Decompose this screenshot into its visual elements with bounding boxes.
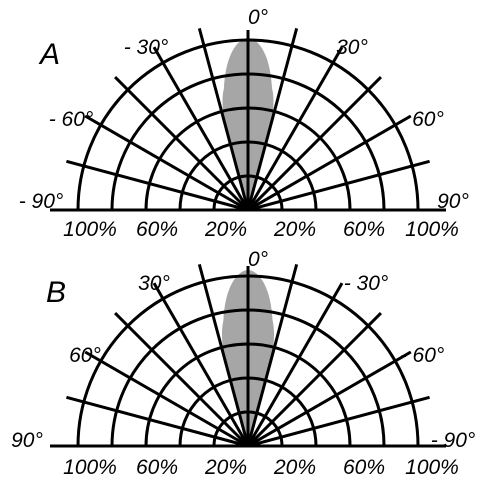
- spoke-30-deg: [246, 282, 344, 447]
- scale-label-left-100: 100%: [63, 456, 117, 479]
- angle-labels: 0° 30° - 30° 60° - 60° 90° - 90°: [11, 248, 475, 452]
- angle-label-minus-60: - 60°: [400, 344, 445, 367]
- angle-label-60: 60°: [412, 108, 444, 131]
- angle-label-minus-60: - 60°: [49, 108, 94, 131]
- angle-label-30: 30°: [336, 36, 368, 59]
- scale-labels: 100% 60% 20% 20% 60% 100%: [63, 218, 459, 241]
- angle-label-minus-30: - 30°: [344, 272, 389, 295]
- angle-labels: 0° 30° - 30° 60° - 60° 90° - 90°: [19, 6, 469, 213]
- scale-label-right-100: 100%: [405, 456, 459, 479]
- angle-label-minus-90: - 90°: [431, 429, 476, 452]
- angle-label-minus-90: - 90°: [19, 190, 64, 213]
- spoke-minus-30-deg: [152, 282, 250, 447]
- panel-letter: B: [46, 276, 66, 309]
- spoke-minus-75-deg: [66, 395, 249, 448]
- angle-label-0: 0°: [248, 6, 268, 29]
- spoke-minus-15-deg: [197, 264, 250, 447]
- angle-label-60: 60°: [69, 344, 101, 367]
- spoke-60-deg: [247, 350, 412, 448]
- scale-label-right-60: 60%: [343, 456, 385, 479]
- spoke-15-deg: [246, 28, 299, 211]
- spoke-60-deg: [247, 114, 412, 212]
- angle-label-30: 30°: [138, 272, 170, 295]
- polar-panel-b: B 0° 30° - 30° 60° - 60° 90° - 90° 100% …: [11, 248, 475, 479]
- polar-panel-a: A 0° 30° - 30° 60° - 60° 90° - 90° 100% …: [19, 6, 469, 241]
- scale-label-right-20: 20%: [273, 456, 316, 479]
- spoke-minus-15-deg: [197, 28, 250, 211]
- angle-label-0: 0°: [248, 248, 268, 271]
- spoke-minus-60-deg: [84, 350, 249, 448]
- spoke-minus-45-deg: [114, 312, 250, 448]
- spoke-30-deg: [246, 46, 344, 211]
- scale-label-left-60: 60%: [136, 218, 178, 241]
- spoke-minus-30-deg: [152, 46, 250, 211]
- spoke-minus-45-deg: [114, 76, 250, 212]
- spoke-45-deg: [246, 312, 382, 448]
- scale-label-left-100: 100%: [63, 218, 117, 241]
- spoke-45-deg: [246, 76, 382, 212]
- spoke-minus-60-deg: [84, 114, 249, 212]
- scale-label-right-100: 100%: [405, 218, 459, 241]
- spoke-minus-75-deg: [66, 159, 249, 212]
- scale-label-right-60: 60%: [343, 218, 385, 241]
- scale-label-left-20: 20%: [204, 456, 247, 479]
- scale-label-right-20: 20%: [273, 218, 316, 241]
- spoke-75-deg: [247, 159, 430, 212]
- spoke-15-deg: [246, 264, 299, 447]
- scale-labels: 100% 60% 20% 20% 60% 100%: [63, 456, 459, 479]
- angle-spokes: [66, 264, 430, 448]
- angle-label-90: 90°: [11, 429, 43, 452]
- angle-label-90: 90°: [437, 190, 469, 213]
- angle-spokes: [66, 28, 430, 212]
- scale-label-left-20: 20%: [204, 218, 247, 241]
- scale-label-left-60: 60%: [136, 456, 178, 479]
- panel-letter: A: [38, 38, 60, 71]
- angle-label-minus-30: - 30°: [124, 36, 169, 59]
- spoke-75-deg: [247, 395, 430, 448]
